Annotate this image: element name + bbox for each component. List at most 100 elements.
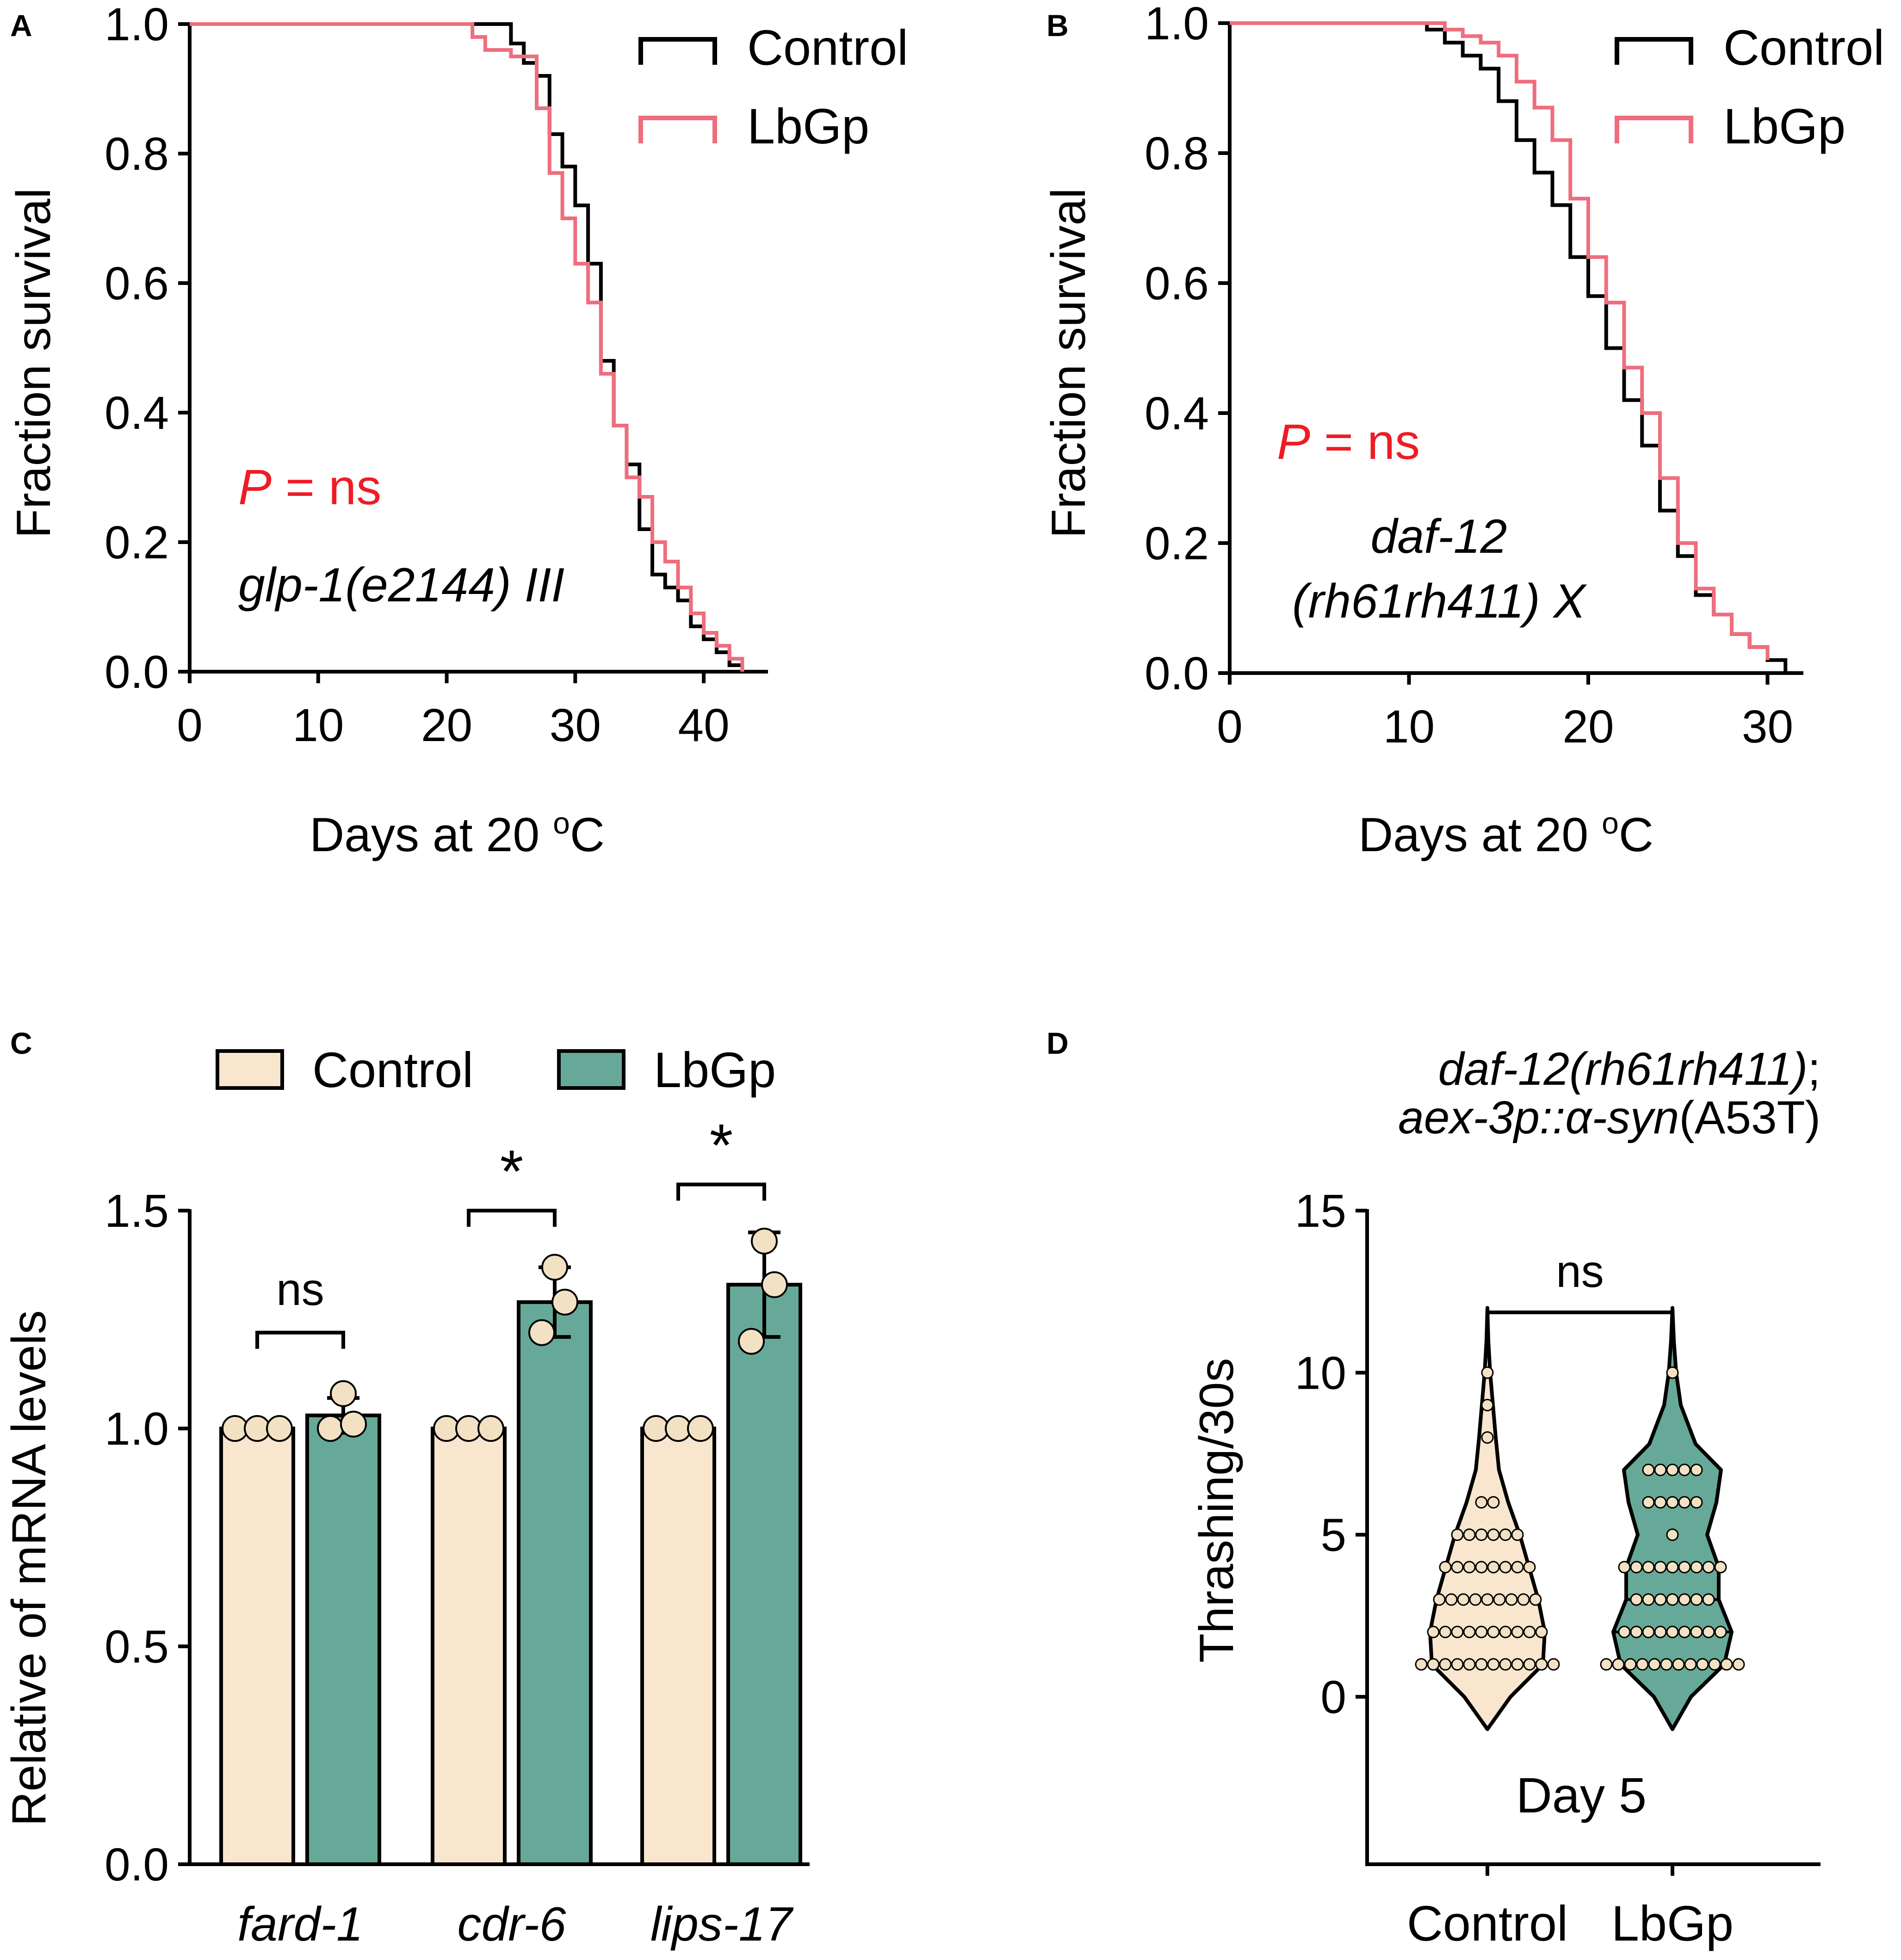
panel-b: B 0.0 0.2 0.4 0.6 0.8 1.0 0 10 20 30 Fraction sur…: [1042, 0, 1884, 862]
significance-label: *: [500, 1138, 524, 1205]
y-tick-label: 0.4: [1145, 388, 1209, 439]
data-point: [1666, 1366, 1679, 1379]
panel-d-axes: 0 5 10 15 Control LbGp: [1295, 1185, 1821, 1951]
data-point: [1630, 1626, 1643, 1638]
data-point: [1499, 1658, 1512, 1671]
data-point: [1612, 1658, 1625, 1671]
data-point: [1630, 1593, 1643, 1606]
y-tick-label: 0.4: [105, 387, 169, 439]
panel-c-plot: ns * *: [219, 1111, 802, 1867]
data-point: [1433, 1593, 1446, 1606]
data-point: [1487, 1626, 1500, 1638]
panel-d: D daf-12(rh61rh411); aex-3p::α-syn(A53T)…: [1046, 1026, 1821, 1951]
x-category-label: LbGp: [1611, 1895, 1734, 1951]
panel-b-strain-line2: (rh61rh411) X: [1292, 575, 1587, 628]
legend-control-label: Control: [312, 1042, 473, 1098]
y-tick-label: 0: [1320, 1671, 1346, 1723]
data-point: [1475, 1496, 1488, 1509]
data-point: [1642, 1593, 1655, 1606]
data-point: [1642, 1464, 1655, 1477]
panel-c-letter: C: [10, 1026, 32, 1060]
x-tick-label: 0: [1217, 701, 1243, 753]
panel-c: C 0.0 0.5 1.0 1.5 fard-1 cdr-6 lips-17 ns * * Re…: [2, 1026, 810, 1951]
x-tick-label: 10: [1383, 701, 1435, 753]
panel-b-strain-line1: daf-12: [1371, 510, 1507, 563]
panel-d-day-label: Day 5: [1516, 1767, 1647, 1823]
x-tick-label: 20: [1562, 701, 1614, 753]
data-point: [1499, 1561, 1512, 1574]
data-point: [1666, 1464, 1679, 1477]
data-point: [1684, 1658, 1697, 1671]
y-tick-label: 1.0: [105, 1403, 169, 1455]
bar-control: [431, 1427, 507, 1866]
data-point: [1630, 1561, 1643, 1574]
legend-control-label: Control: [1723, 19, 1884, 75]
legend-lbgp-swatch: [557, 1049, 625, 1090]
data-point: [1451, 1658, 1464, 1671]
significance-label: ns: [276, 1264, 324, 1315]
y-tick-label: 10: [1295, 1347, 1346, 1399]
data-point: [1600, 1658, 1613, 1671]
data-point: [1499, 1528, 1512, 1541]
data-point: [1439, 1561, 1452, 1574]
data-point: [738, 1328, 765, 1355]
panel-c-legend: Control LbGp: [216, 1042, 776, 1098]
data-point: [1666, 1561, 1679, 1574]
panel-b-axes: 0.0 0.2 0.4 0.6 0.8 1.0 0 10 20 30: [1145, 0, 1803, 753]
data-point: [1690, 1464, 1703, 1477]
data-point: [266, 1415, 293, 1442]
data-point: [1666, 1528, 1679, 1541]
y-tick-label: 0.2: [1145, 518, 1209, 569]
data-point: [1529, 1593, 1542, 1606]
data-point: [1690, 1561, 1703, 1574]
data-point: [1493, 1593, 1506, 1606]
data-point: [1690, 1593, 1703, 1606]
data-point: [1511, 1528, 1524, 1541]
panel-d-title-line1: daf-12(rh61rh411);: [1438, 1043, 1821, 1095]
panel-a-axes: 0.0 0.2 0.4 0.6 0.8 1.0 0 10 20 30 40: [105, 0, 768, 751]
data-point: [330, 1380, 357, 1407]
data-point: [317, 1415, 344, 1442]
data-point: [1511, 1658, 1524, 1671]
data-point: [1672, 1658, 1685, 1671]
data-point: [1654, 1464, 1667, 1477]
data-point: [433, 1415, 460, 1442]
panel-d-plot: ns: [1415, 1246, 1745, 1731]
y-tick-label: 5: [1320, 1509, 1346, 1561]
violin-control: [1428, 1306, 1547, 1731]
data-point: [1487, 1561, 1500, 1574]
data-point: [1475, 1528, 1488, 1541]
data-point: [1463, 1528, 1476, 1541]
data-point: [1654, 1593, 1667, 1606]
data-point: [1702, 1593, 1715, 1606]
panel-a-y-title: Fraction survival: [7, 188, 61, 538]
data-point: [687, 1415, 714, 1442]
data-point: [1714, 1561, 1727, 1574]
data-point: [1445, 1593, 1458, 1606]
data-point: [751, 1227, 778, 1255]
data-point: [1690, 1626, 1703, 1638]
y-tick-label: 0.8: [105, 128, 169, 180]
x-category-label: cdr-6: [457, 1898, 566, 1951]
data-point: [1708, 1658, 1721, 1671]
significance-bracket: [676, 1182, 766, 1201]
significance-label: ns: [1556, 1246, 1604, 1297]
panel-a-letter: A: [10, 8, 32, 43]
data-point: [1678, 1626, 1691, 1638]
y-tick-label: 1.0: [1145, 0, 1209, 49]
data-point: [551, 1288, 578, 1316]
data-point: [1511, 1626, 1524, 1638]
data-point: [1648, 1658, 1661, 1671]
data-point: [1678, 1464, 1691, 1477]
y-tick-label: 0.0: [105, 1839, 169, 1891]
violin-lbgp: [1611, 1306, 1734, 1731]
data-point: [1690, 1496, 1703, 1509]
data-point: [1439, 1626, 1452, 1638]
bar-control: [219, 1427, 295, 1866]
data-point: [1678, 1496, 1691, 1509]
data-point: [1487, 1528, 1500, 1541]
survival-curve-lbgp: [1230, 21, 1770, 660]
panel-a-legend: Control LbGp: [638, 19, 908, 154]
x-category-label: lips-17: [650, 1898, 794, 1951]
data-point: [665, 1415, 692, 1442]
